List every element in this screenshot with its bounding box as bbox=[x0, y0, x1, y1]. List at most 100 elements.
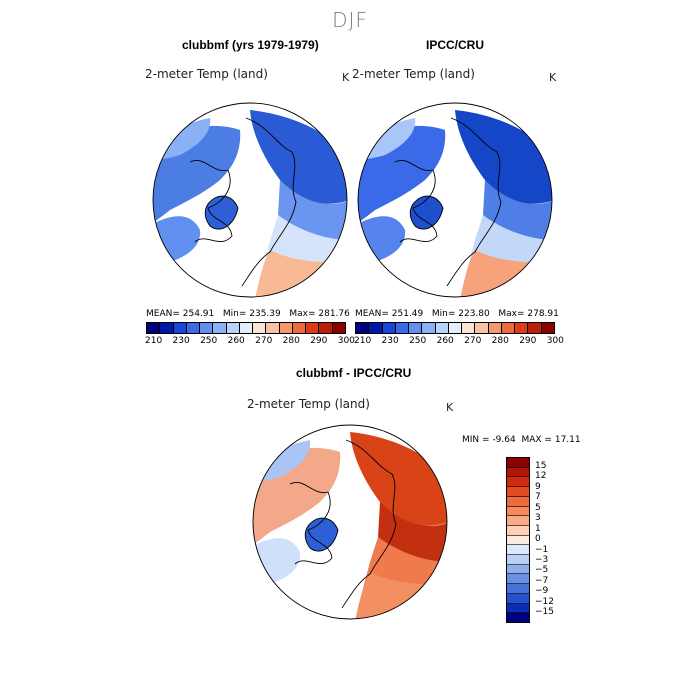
panel1-colorbar-tick: 210 bbox=[145, 336, 163, 346]
panel1-min-label: Min= bbox=[222, 309, 247, 319]
panel3-colorbar-swatch bbox=[507, 477, 529, 488]
panel1-coastline-americas bbox=[189, 160, 233, 243]
panel3-colorbar-swatch bbox=[507, 458, 529, 468]
panel1-units: K bbox=[342, 71, 350, 84]
panel3-colorbar-tick: −15 bbox=[535, 607, 554, 618]
panel3-region-central-asia bbox=[378, 502, 447, 562]
panel3-colorbar-tick: 9 bbox=[535, 481, 541, 492]
panel3-colorbar-swatch bbox=[507, 535, 529, 546]
panel2-colorbar-swatch bbox=[501, 323, 516, 333]
panel3-colorbar-swatch bbox=[507, 613, 529, 622]
panel2-colorbar bbox=[355, 322, 555, 334]
panel2-colorbar-swatch bbox=[395, 323, 410, 333]
panel3-stats: MIN = -9.64 MAX = 17.11 bbox=[462, 435, 581, 445]
panel2-units: K bbox=[549, 71, 557, 84]
panel1-colorbar-tick: 230 bbox=[172, 336, 190, 346]
panel1-colorbar-tick: 260 bbox=[227, 336, 245, 346]
panel3-units: K bbox=[446, 401, 454, 414]
panel3-map-border bbox=[252, 424, 448, 620]
panel3-region-siberia bbox=[350, 432, 447, 526]
panel3-colorbar-swatch bbox=[507, 555, 529, 565]
panel3-max-label: MAX = bbox=[521, 435, 552, 445]
panel3-colorbar-tick: −12 bbox=[535, 596, 554, 607]
panel1-colorbar-swatch bbox=[213, 323, 227, 333]
panel3-colorbar-tick: 15 bbox=[535, 461, 547, 471]
panel2-colorbar-swatch bbox=[541, 323, 554, 333]
panel2-colorbar-tick: 300 bbox=[546, 336, 564, 346]
panel2-colorbar-swatch bbox=[475, 323, 489, 333]
panel3-coastline-eurasia bbox=[341, 439, 397, 609]
panel2-colorbar-swatch bbox=[369, 323, 383, 333]
panel2-region-siberia bbox=[455, 110, 552, 204]
panel2-mean-label: MEAN= bbox=[355, 309, 389, 319]
panel3-colorbar-tick: 0 bbox=[535, 534, 541, 545]
panel1-colorbar-swatch bbox=[306, 323, 320, 333]
panel1-colorbar-swatch bbox=[226, 323, 240, 333]
panel1-colorbar-ticks: 210 230 250 260 270 280 290 300 bbox=[145, 336, 355, 346]
panel3-colorbar-swatch bbox=[507, 516, 529, 526]
panel1-colorbar-swatch bbox=[253, 323, 267, 333]
panel3-colorbar-tick: −5 bbox=[535, 565, 549, 576]
panel2-colorbar-tick: 210 bbox=[354, 336, 372, 346]
panel3-colorbar-swatch bbox=[507, 467, 529, 478]
panel1-colorbar-tick: 290 bbox=[310, 336, 328, 346]
panel2-max-label: Max= bbox=[498, 309, 525, 319]
panel2-colorbar-tick: 260 bbox=[436, 336, 454, 346]
panel1-colorbar-swatch bbox=[147, 323, 161, 333]
panel1-colorbar-swatch bbox=[279, 323, 293, 333]
panel3-coastline-americas bbox=[289, 482, 333, 565]
panel3-colorbar-tick: 5 bbox=[535, 502, 541, 513]
panel2-colorbar-swatch bbox=[528, 323, 542, 333]
panel2-coastline-greenland bbox=[409, 195, 444, 230]
panel2-colorbar-tick: 250 bbox=[409, 336, 427, 346]
panel2-colorbar-tick: 280 bbox=[491, 336, 509, 346]
panel2-coastline-americas bbox=[394, 160, 438, 243]
panel2-colorbar-swatch bbox=[409, 323, 423, 333]
panel1-colorbar-swatch bbox=[173, 323, 187, 333]
panel2-colorbar-swatch bbox=[382, 323, 396, 333]
panel3-colorbar-tick: −9 bbox=[535, 586, 549, 597]
panel2-min-value: 223.80 bbox=[458, 309, 490, 319]
panel2-region-central-asia bbox=[483, 180, 552, 240]
panel2-colorbar-swatch bbox=[462, 323, 476, 333]
panel1-colorbar-swatch bbox=[319, 323, 333, 333]
panel3-colorbar-tick: 7 bbox=[535, 492, 541, 503]
panel1-colorbar-tick: 300 bbox=[337, 336, 355, 346]
panel2-stats: MEAN= 251.49 Min= 223.80 Max= 278.91 bbox=[355, 309, 559, 319]
panel2-colorbar-tick: 270 bbox=[464, 336, 482, 346]
panel3-region-greenland bbox=[305, 518, 338, 552]
panel2-colorbar-swatch bbox=[448, 323, 463, 333]
panel2-colorbar-swatch bbox=[422, 323, 436, 333]
panel1-colorbar-swatch bbox=[160, 323, 174, 333]
panel3-colorbar-tick: −3 bbox=[535, 554, 549, 565]
panel2-mean-value: 251.49 bbox=[391, 309, 424, 319]
panel3-min-label: MIN = bbox=[462, 435, 490, 445]
panel1-mean-label: MEAN= bbox=[146, 309, 180, 319]
panel3-subtitle: 2-meter Temp (land) bbox=[247, 397, 370, 411]
panel2-colorbar-swatch bbox=[515, 323, 529, 333]
panel1-max-value: 281.76 bbox=[318, 309, 350, 319]
panel2-colorbar-swatch bbox=[356, 323, 370, 333]
panel1-coastline-eurasia bbox=[241, 117, 297, 287]
panel3-colorbar-swatch bbox=[507, 584, 529, 594]
panel2-map bbox=[357, 102, 553, 298]
panel1-colorbar-swatch bbox=[239, 323, 254, 333]
panel1-region-greenland bbox=[205, 196, 238, 230]
panel3-colorbar-tick: −1 bbox=[535, 544, 549, 555]
panel3-colorbar-tick: 3 bbox=[535, 513, 541, 524]
panel1-colorbar-tick: 270 bbox=[255, 336, 273, 346]
panel3-colorbar bbox=[506, 457, 530, 623]
panel3-title: clubbmf - IPCC/CRU bbox=[296, 366, 412, 380]
panel3-colorbar-swatch bbox=[507, 564, 529, 575]
panel1-map bbox=[152, 102, 348, 298]
panel3-map bbox=[252, 424, 448, 620]
panel2-title: IPCC/CRU bbox=[426, 38, 485, 52]
panel3-colorbar-tick: −7 bbox=[535, 575, 549, 586]
panel1-min-value: 235.39 bbox=[249, 309, 281, 319]
panel1-stats: MEAN= 254.91 Min= 235.39 Max= 281.76 bbox=[146, 309, 350, 319]
panel2-map-border bbox=[357, 102, 553, 298]
panel3-colorbar-swatch bbox=[507, 593, 529, 604]
panel1-map-border bbox=[152, 102, 348, 298]
panel1-colorbar-tick: 280 bbox=[282, 336, 300, 346]
panel3-colorbar-tick: 12 bbox=[535, 471, 547, 482]
